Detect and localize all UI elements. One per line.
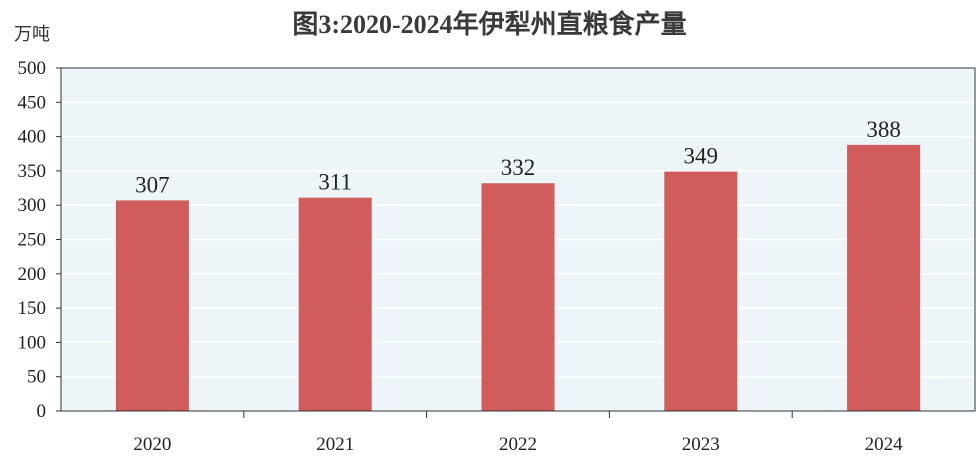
y-tick-label: 350	[18, 161, 47, 182]
bar	[847, 144, 921, 411]
y-tick-label: 400	[18, 127, 47, 148]
plot-frame	[60, 67, 976, 412]
bar	[115, 200, 189, 411]
bar-data-label: 311	[318, 170, 352, 195]
bar-data-label: 307	[135, 172, 170, 197]
y-tick-label: 100	[18, 332, 47, 353]
bar	[664, 171, 738, 411]
y-tick-label: 50	[27, 367, 46, 388]
x-tick-label: 2023	[682, 434, 720, 455]
y-tick-label: 500	[18, 58, 47, 79]
y-axis-unit-label: 万吨	[14, 24, 50, 45]
y-tick-label: 300	[18, 195, 47, 216]
bar-data-label: 349	[684, 144, 719, 169]
bar	[481, 183, 555, 411]
y-tick-label: 150	[18, 298, 47, 319]
chart-title: 图3:2020-2024年伊犁州直粮食产量	[292, 10, 687, 39]
bar	[298, 197, 372, 411]
y-tick-label: 450	[18, 92, 47, 113]
x-tick-label: 2021	[316, 434, 354, 455]
x-tick-label: 2024	[865, 434, 904, 455]
y-tick-label: 200	[18, 264, 47, 285]
bar-data-label: 332	[501, 155, 536, 180]
x-tick-label: 2020	[133, 434, 171, 455]
y-tick-label: 0	[37, 401, 47, 422]
bar-data-label: 388	[866, 117, 901, 142]
x-tick-label: 2022	[499, 434, 537, 455]
y-tick-label: 250	[18, 230, 47, 251]
